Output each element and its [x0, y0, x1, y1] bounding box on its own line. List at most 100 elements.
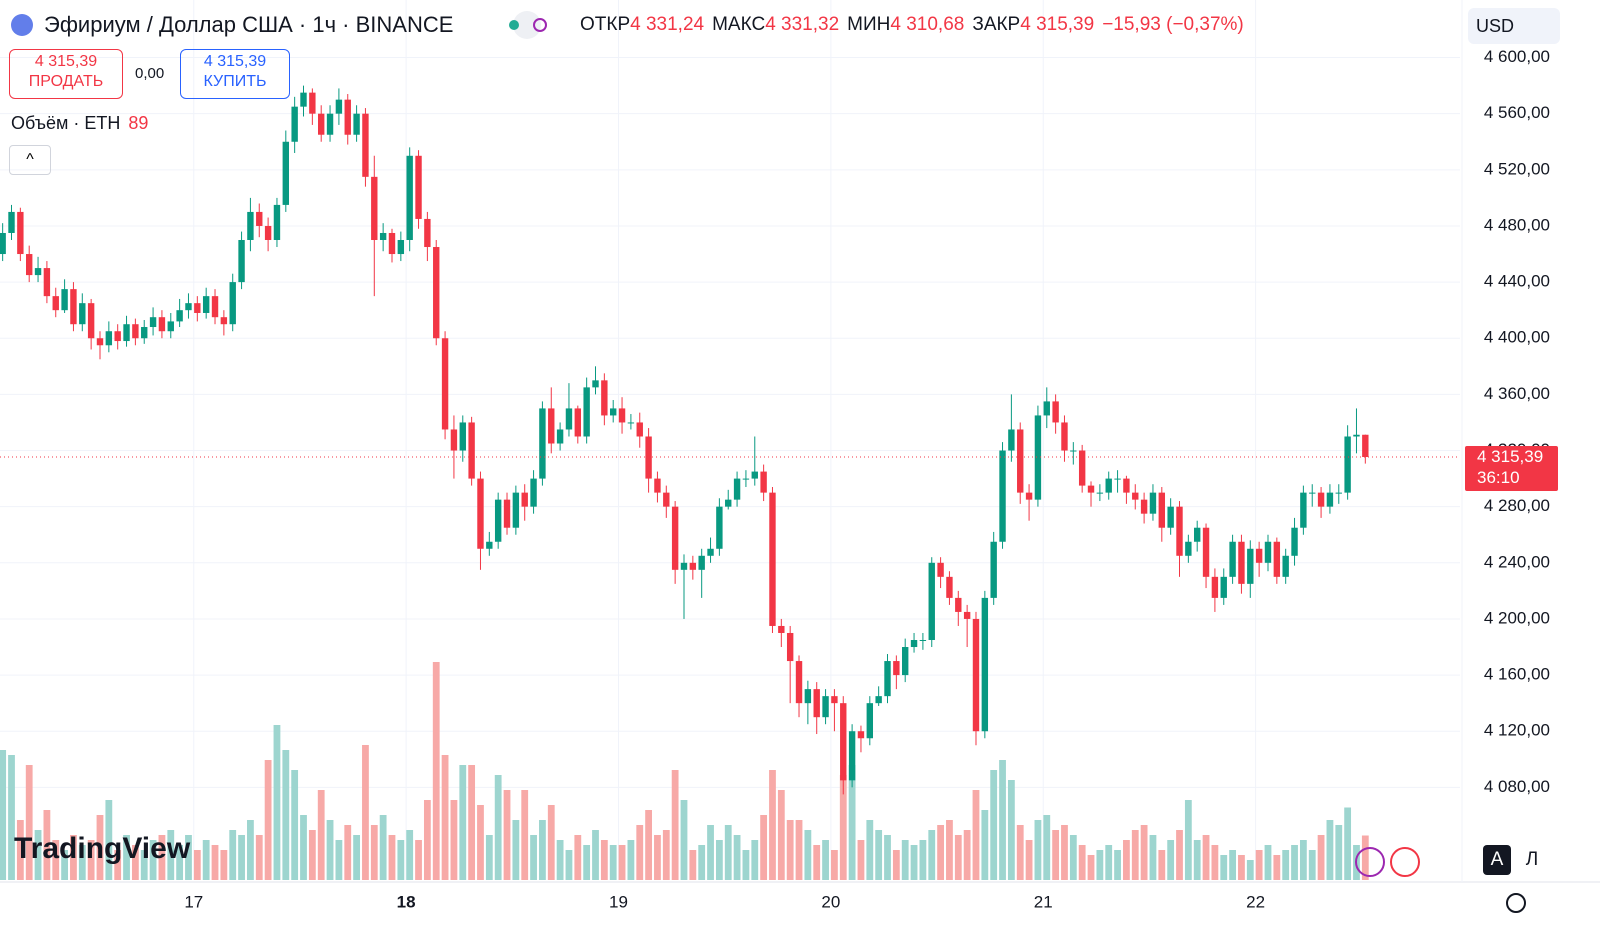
volume-bar — [1211, 845, 1219, 880]
volume-bar — [1246, 860, 1254, 880]
candle-body — [910, 640, 918, 648]
log-scale-button[interactable]: Л — [1525, 849, 1539, 870]
candle-body — [866, 703, 874, 739]
candle-body — [220, 317, 228, 325]
candle-body — [1202, 527, 1210, 577]
volume-bar — [1229, 850, 1236, 880]
candle-body — [1185, 541, 1192, 556]
candle-body — [1255, 548, 1263, 563]
volume-bar — [689, 850, 697, 880]
volume-bar — [769, 770, 776, 880]
candle-body — [459, 422, 466, 451]
candle-body — [645, 436, 652, 479]
volume-bar — [43, 810, 51, 880]
ohlc-name: ЗАКР — [972, 14, 1021, 35]
volume-bar — [52, 840, 60, 880]
candle-body — [627, 422, 635, 424]
volume-bar — [777, 790, 785, 880]
currency-select[interactable]: USD — [1468, 8, 1560, 44]
candle-body — [1176, 506, 1183, 556]
candle-body — [1326, 492, 1334, 507]
volume-bar — [1105, 845, 1113, 880]
candle-body — [141, 327, 148, 339]
volume-bar — [114, 850, 122, 880]
candle-body — [565, 408, 573, 430]
volume-bar — [512, 820, 520, 880]
eth-icon — [11, 14, 33, 36]
volume-bar — [61, 850, 68, 880]
candle-body — [893, 661, 900, 676]
candle-body — [1070, 450, 1077, 452]
volume-value: 89 — [128, 113, 149, 133]
volume-bar — [662, 830, 670, 880]
y-tick-label: 4 280,00 — [1484, 496, 1550, 515]
status-dot — [509, 20, 519, 30]
volume-bar — [70, 835, 77, 880]
volume-bar — [1238, 855, 1245, 880]
volume-bar — [539, 820, 546, 880]
auto-scale-button[interactable]: A — [1483, 845, 1511, 875]
candle-body — [247, 211, 254, 240]
collapse-button[interactable]: ^ — [9, 145, 51, 175]
volume-bar — [370, 825, 378, 880]
volume-bar — [167, 830, 175, 880]
volume-bar — [1034, 820, 1042, 880]
volume-bar — [901, 840, 909, 880]
candle-body — [760, 471, 767, 493]
settings-icon[interactable] — [1506, 893, 1526, 913]
volume-bar — [255, 835, 263, 880]
candle-body — [132, 324, 139, 339]
candle-body — [583, 387, 590, 437]
volume-bar — [1078, 845, 1086, 880]
sell-button[interactable]: 4 315,39 ПРОДАТЬ — [9, 49, 123, 99]
y-tick-label: 4 560,00 — [1484, 103, 1550, 122]
candle-body — [1149, 492, 1157, 514]
candle-body — [1282, 555, 1289, 577]
volume-bar — [1114, 850, 1121, 880]
lightning-icon[interactable] — [1355, 847, 1385, 877]
candle-body — [831, 696, 838, 704]
volume-bar — [919, 840, 927, 880]
flag-icon[interactable] — [1390, 847, 1420, 877]
candle-body — [574, 408, 582, 437]
status-icon — [533, 18, 547, 32]
candle-body — [636, 422, 643, 437]
volume-bar — [1273, 855, 1281, 880]
candle-body — [654, 478, 661, 493]
candle-body — [548, 408, 555, 444]
change: −15,93 (−0,37%) — [1102, 14, 1244, 35]
candle-body — [1167, 506, 1174, 528]
candle-body — [671, 506, 679, 570]
volume-bar — [326, 820, 334, 880]
volume-bar — [1052, 830, 1060, 880]
volume-bar — [238, 835, 245, 880]
candle-body — [875, 696, 882, 704]
ohlc-value: 4 310,68 — [890, 14, 965, 35]
ohlc-legend: ОТКР4 331,24 МАКС4 331,32 МИН4 310,68 ЗА… — [580, 14, 1244, 36]
candle-body — [725, 499, 732, 507]
y-tick-label: 4 520,00 — [1484, 159, 1550, 178]
candle-body — [123, 324, 130, 342]
candle-body — [238, 240, 245, 283]
volume-layer — [0, 662, 1369, 880]
symbol-title[interactable]: Эфириум / Доллар США · 1ч · BINANCE — [44, 12, 454, 37]
volume-bar — [1158, 850, 1166, 880]
brand-logo[interactable]: TradingView — [14, 832, 191, 865]
candle-body — [795, 661, 803, 704]
candle-body — [256, 211, 263, 226]
candle-body — [1132, 492, 1139, 500]
candle-body — [34, 268, 42, 276]
volume-bar — [1193, 840, 1201, 880]
buy-button[interactable]: 4 315,39 КУПИТЬ — [180, 49, 290, 99]
volume-bar — [831, 850, 838, 880]
volume-bar — [698, 845, 706, 880]
candle-body — [353, 113, 360, 135]
volume-bar — [813, 845, 821, 880]
candle-body — [477, 478, 484, 549]
volume-bar — [211, 845, 219, 880]
x-tick-label: 22 — [1246, 892, 1265, 911]
volume-bar — [795, 820, 803, 880]
x-tick-label: 19 — [609, 892, 628, 911]
candle-body — [1220, 576, 1227, 598]
volume-bar — [494, 775, 502, 880]
